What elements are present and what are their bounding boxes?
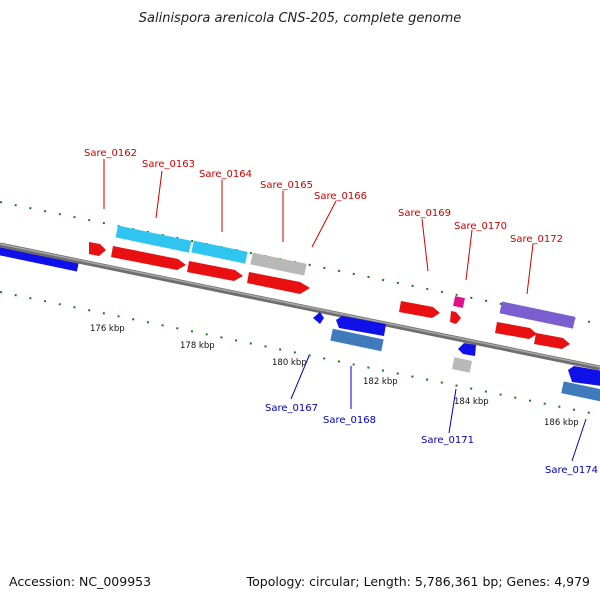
gene-label-sare-0166: Sare_0166	[314, 191, 367, 202]
gene-label-sare-0171: Sare_0171	[421, 435, 474, 446]
gene-label-sare-0163: Sare_0163	[142, 159, 195, 170]
accession-text: Accession: NC_009953	[9, 574, 151, 589]
dotted-track-outer	[0, 201, 600, 325]
cds-arrow-sare-0163[interactable]	[111, 246, 186, 270]
gene-arrow-sare-0165[interactable]	[250, 252, 307, 276]
genome-backbone	[0, 242, 600, 371]
gene-arrow-sare-0164[interactable]	[191, 240, 248, 264]
cds-arrow-sare-0170[interactable]	[450, 311, 461, 324]
tick-label-180: 180 kbp	[272, 358, 307, 368]
cds-arrow-sare-0174[interactable]	[568, 366, 600, 386]
gene-arrow-sare-0172[interactable]	[499, 301, 576, 329]
gene-arrow-sare-0168[interactable]	[330, 328, 384, 352]
map-title: Salinispora arenicola CNS-205, complete …	[139, 11, 461, 26]
gene-label-sare-0167: Sare_0167	[265, 403, 318, 414]
tick-label-186: 186 kbp	[544, 418, 579, 428]
reverse-strand-genes	[313, 312, 600, 403]
cds-arrow-sare-0171[interactable]	[458, 343, 476, 356]
gene-label-sare-0168: Sare_0168	[323, 415, 376, 426]
scale-ticks: 176 kbp 178 kbp 180 kbp 182 kbp 184 kbp …	[90, 324, 579, 428]
cds-arrow-sare-0168[interactable]	[336, 316, 386, 336]
gene-arrow-sare-0169[interactable]	[399, 301, 440, 318]
cds-arrow-sare-0172a[interactable]	[495, 322, 537, 339]
gene-label-sare-0164: Sare_0164	[199, 169, 252, 180]
tick-label-184: 184 kbp	[454, 397, 489, 407]
tick-label-178: 178 kbp	[180, 341, 215, 351]
cds-arrow-sare-0172b[interactable]	[534, 333, 570, 349]
gene-label-sare-0172: Sare_0172	[510, 234, 563, 245]
gene-label-sare-0174: Sare_0174	[545, 465, 598, 476]
gene-arrow-sare-0166[interactable]	[247, 272, 310, 294]
reverse-gene-labels: Sare_0167 Sare_0168 Sare_0171 Sare_0174	[265, 355, 598, 476]
tick-label-176: 176 kbp	[90, 324, 125, 334]
gene-arrow-sare-0167[interactable]	[313, 312, 324, 324]
forward-gene-labels: Sare_0162 Sare_0163 Sare_0164 Sare_0165 …	[84, 148, 563, 295]
gene-label-sare-0170: Sare_0170	[454, 221, 507, 232]
tick-label-182: 182 kbp	[363, 377, 398, 387]
gene-arrow-sare-0171[interactable]	[451, 357, 473, 373]
genome-summary-text: Topology: circular; Length: 5,786,361 bp…	[246, 574, 590, 589]
gene-arrow-sare-0163[interactable]	[115, 225, 192, 253]
gene-label-sare-0162: Sare_0162	[84, 148, 137, 159]
gene-arrow-sare-0170[interactable]	[453, 296, 465, 308]
gene-label-sare-0165: Sare_0165	[260, 180, 313, 191]
dotted-track-inner	[0, 291, 600, 416]
gene-arrow-sare-0162[interactable]	[89, 242, 106, 256]
cds-arrow-sare-0164[interactable]	[187, 261, 243, 281]
gene-label-sare-0169: Sare_0169	[398, 208, 451, 219]
gene-arrow-sare-0174[interactable]	[561, 381, 600, 403]
